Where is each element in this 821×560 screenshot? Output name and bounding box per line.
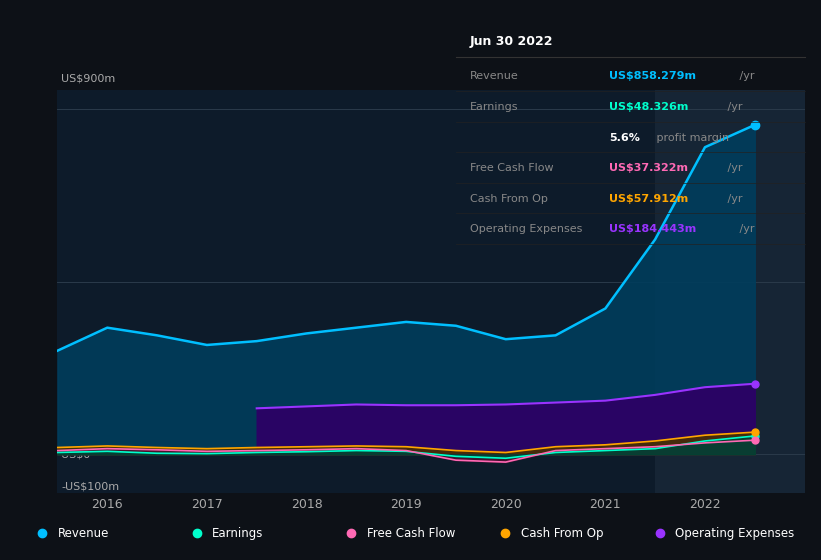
Text: Jun 30 2022: Jun 30 2022: [470, 35, 553, 48]
Text: Revenue: Revenue: [470, 72, 518, 81]
Text: Revenue: Revenue: [57, 527, 109, 540]
Text: -US$100m: -US$100m: [62, 482, 119, 492]
Text: US$48.326m: US$48.326m: [609, 102, 689, 112]
Text: Cash From Op: Cash From Op: [521, 527, 603, 540]
Text: US$37.322m: US$37.322m: [609, 163, 688, 173]
Text: Earnings: Earnings: [212, 527, 264, 540]
Text: US$0: US$0: [62, 449, 90, 459]
Text: US$858.279m: US$858.279m: [609, 72, 696, 81]
Text: US$57.912m: US$57.912m: [609, 194, 689, 204]
Text: Operating Expenses: Operating Expenses: [675, 527, 795, 540]
Text: Free Cash Flow: Free Cash Flow: [470, 163, 553, 173]
Text: Free Cash Flow: Free Cash Flow: [366, 527, 455, 540]
Text: US$184.443m: US$184.443m: [609, 225, 696, 234]
Text: /yr: /yr: [724, 163, 743, 173]
Text: US$900m: US$900m: [62, 73, 116, 83]
Text: Operating Expenses: Operating Expenses: [470, 225, 582, 234]
Text: Earnings: Earnings: [470, 102, 518, 112]
Text: /yr: /yr: [736, 72, 754, 81]
Text: /yr: /yr: [724, 194, 743, 204]
Text: /yr: /yr: [736, 225, 754, 234]
Text: profit margin: profit margin: [653, 133, 729, 143]
Text: Cash From Op: Cash From Op: [470, 194, 548, 204]
Text: /yr: /yr: [724, 102, 743, 112]
Text: 5.6%: 5.6%: [609, 133, 640, 143]
Bar: [655, 90, 805, 493]
